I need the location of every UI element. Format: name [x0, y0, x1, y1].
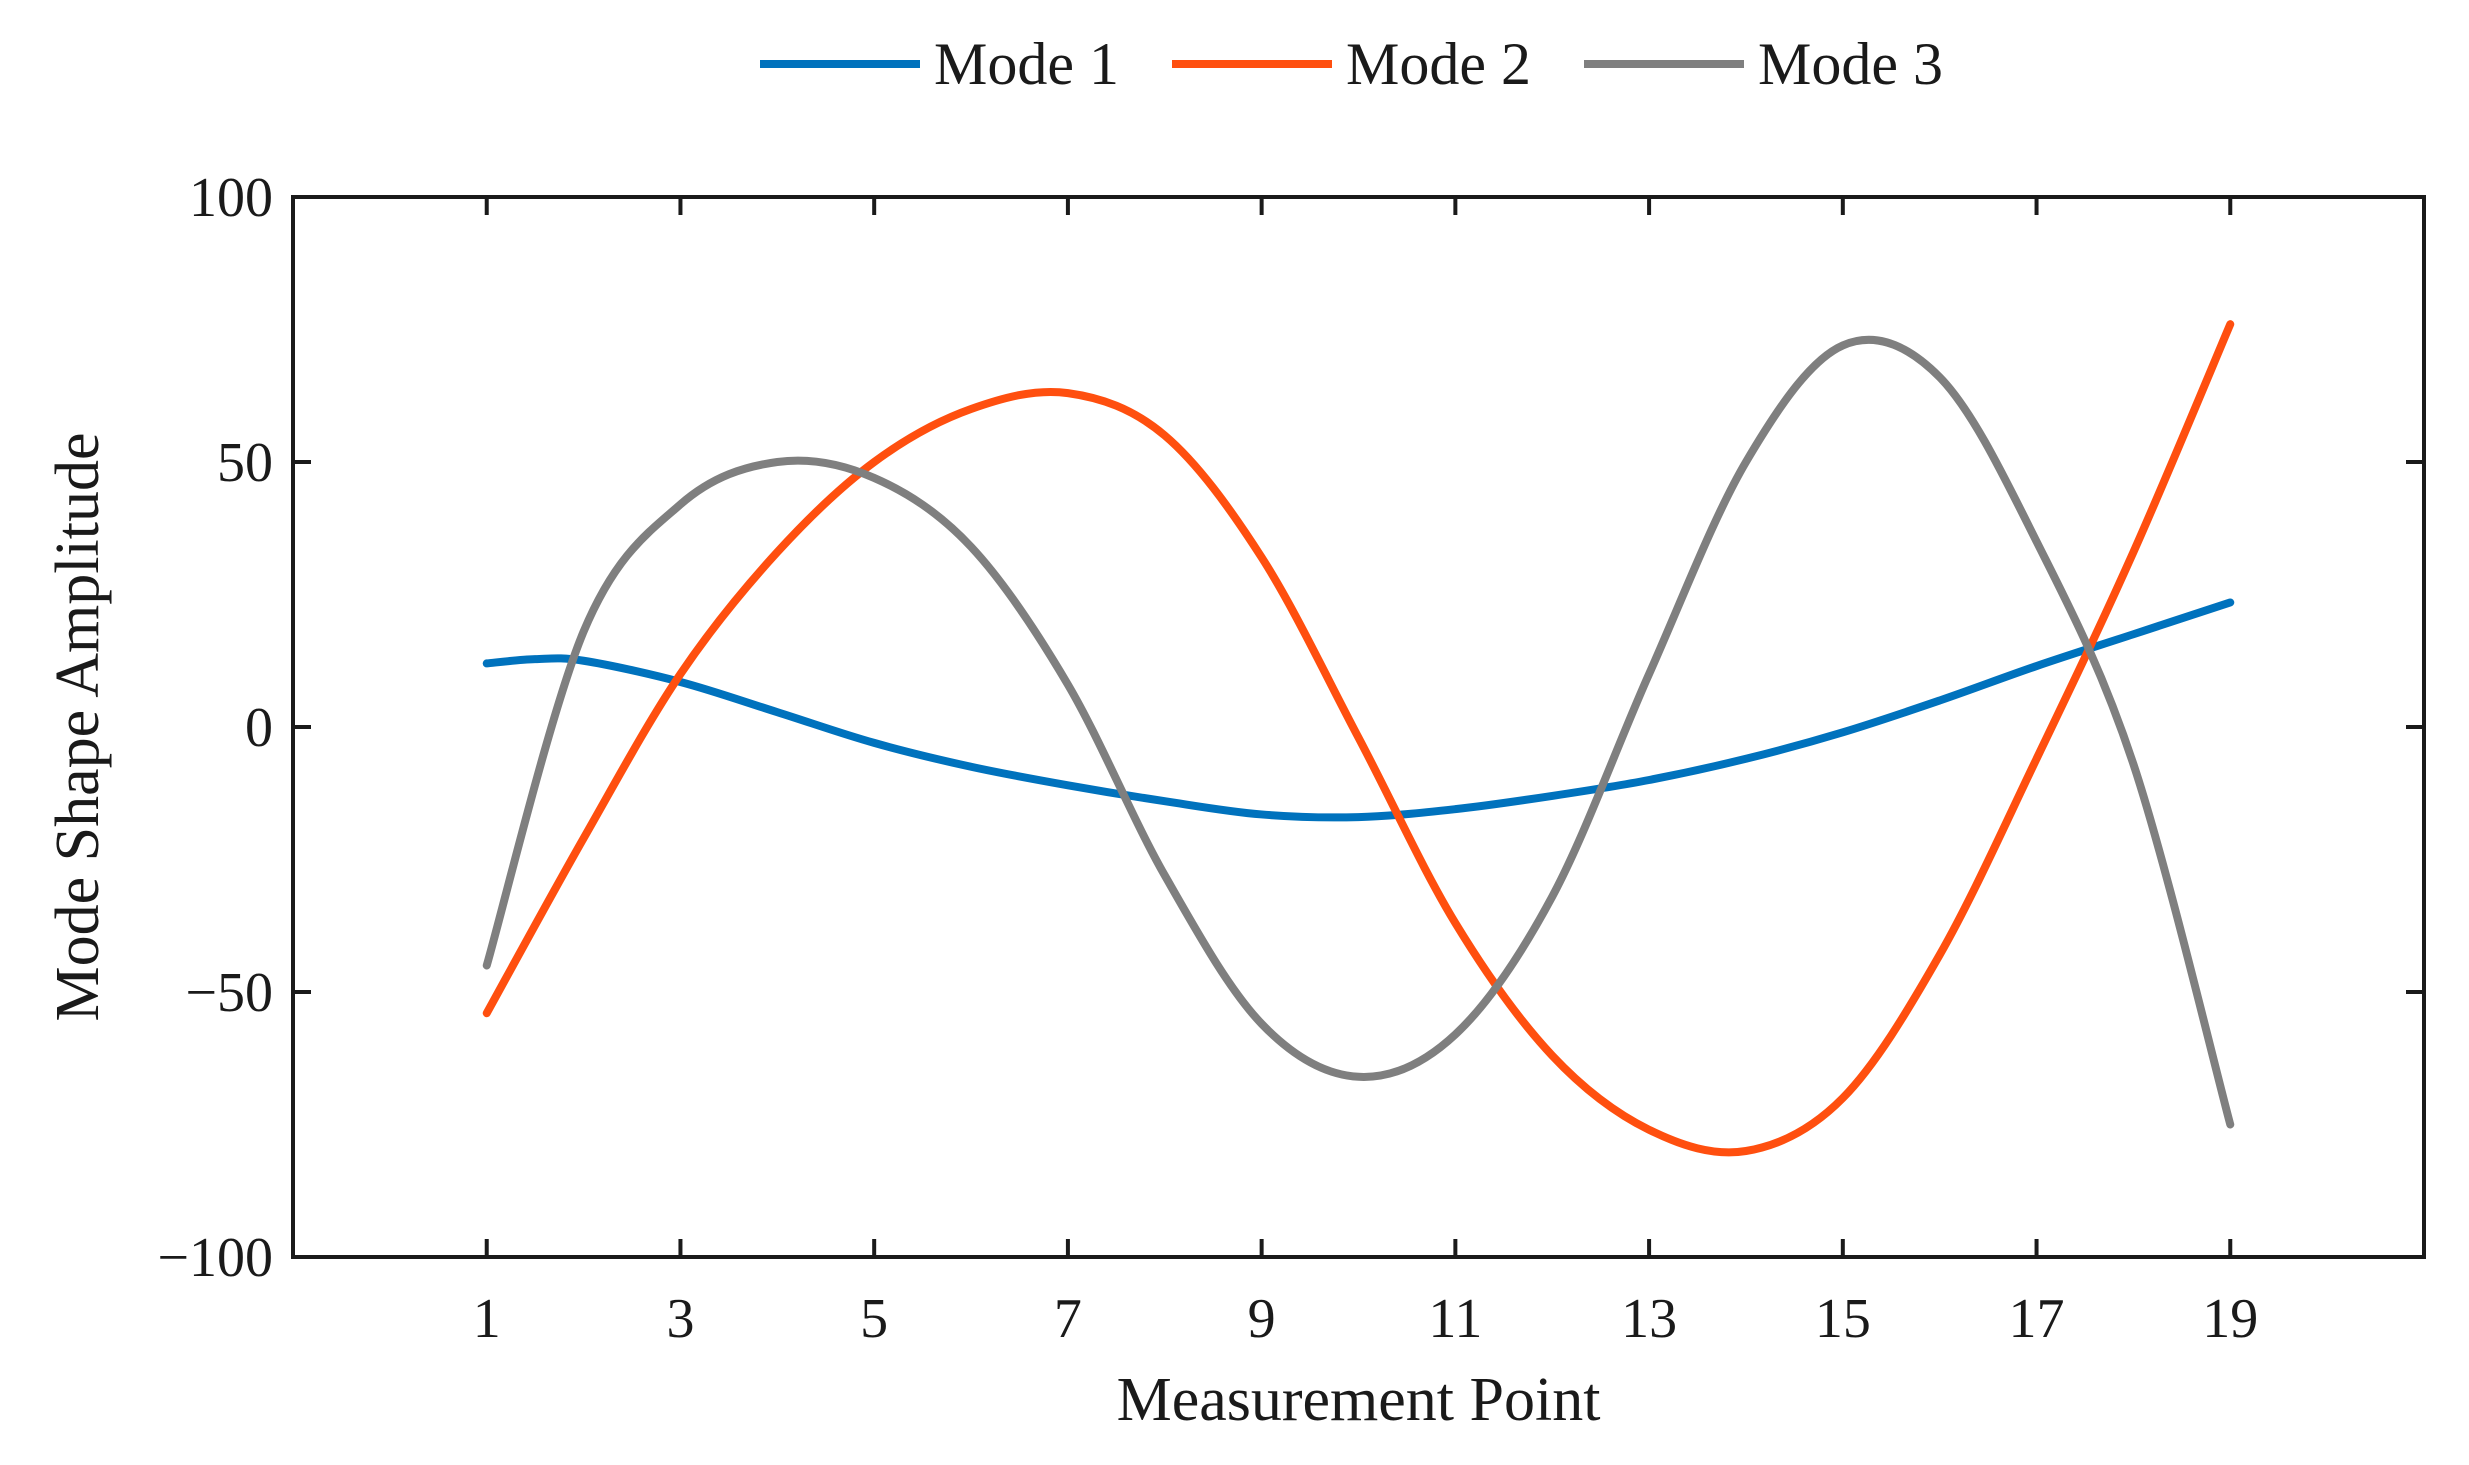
x-tick-label: 3 — [666, 1288, 694, 1350]
legend-label-mode-1: Mode 1 — [934, 31, 1119, 97]
x-tick-label: 17 — [2009, 1288, 2065, 1350]
series-line-mode-2 — [482, 320, 2235, 1157]
axes-frame — [291, 195, 2426, 1259]
x-axis: 1 3 5 7 9 11 13 15 17 19 — [473, 197, 2258, 1350]
y-tick-label: 50 — [217, 432, 273, 494]
legend: Mode 1 Mode 2 Mode 3 — [760, 31, 1943, 97]
x-tick-label: 7 — [1054, 1288, 1082, 1350]
y-axis-label: Mode Shape Amplitude — [44, 433, 112, 1022]
x-tick-label: 13 — [1621, 1288, 1677, 1350]
x-tick-label: 19 — [2202, 1288, 2258, 1350]
y-tick-label: −50 — [185, 962, 273, 1024]
y-axis: −100 −50 0 50 100 — [157, 167, 2424, 1289]
x-tick-label: 1 — [473, 1288, 501, 1350]
y-tick-label: 100 — [189, 167, 273, 229]
series-line-mode-3 — [482, 335, 2235, 1129]
x-axis-label: Measurement Point — [1117, 1366, 1601, 1434]
legend-label-mode-3: Mode 3 — [1758, 31, 1943, 97]
series-line-mode-1 — [482, 598, 2235, 822]
x-tick-label: 9 — [1248, 1288, 1276, 1350]
legend-label-mode-2: Mode 2 — [1346, 31, 1531, 97]
x-tick-label: 15 — [1815, 1288, 1871, 1350]
x-tick-label: 11 — [1428, 1288, 1482, 1350]
y-tick-label: 0 — [245, 697, 273, 759]
y-tick-label: −100 — [157, 1227, 273, 1289]
x-tick-label: 5 — [860, 1288, 888, 1350]
series-lines — [482, 320, 2235, 1157]
